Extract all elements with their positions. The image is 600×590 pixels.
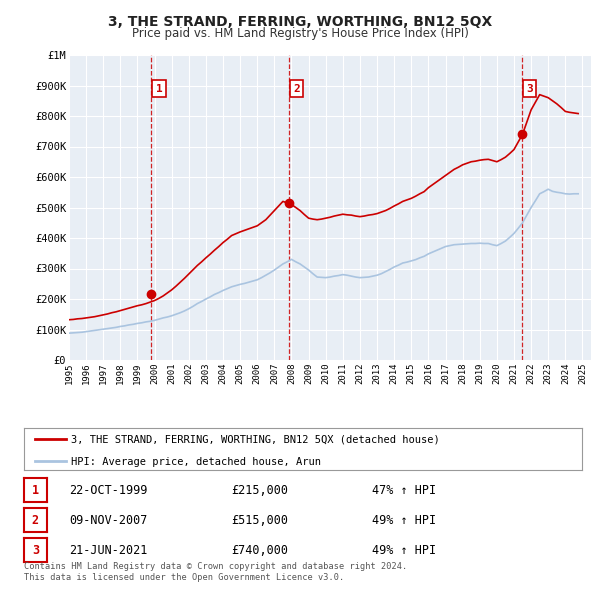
Text: 09-NOV-2007: 09-NOV-2007 — [69, 513, 148, 526]
Text: 49% ↑ HPI: 49% ↑ HPI — [372, 543, 436, 556]
Text: 2: 2 — [293, 84, 300, 94]
Text: 3, THE STRAND, FERRING, WORTHING, BN12 5QX (detached house): 3, THE STRAND, FERRING, WORTHING, BN12 5… — [71, 434, 440, 444]
Text: This data is licensed under the Open Government Licence v3.0.: This data is licensed under the Open Gov… — [24, 573, 344, 582]
Text: £215,000: £215,000 — [231, 483, 288, 497]
Text: 47% ↑ HPI: 47% ↑ HPI — [372, 483, 436, 497]
Text: 1: 1 — [32, 483, 39, 497]
Text: 49% ↑ HPI: 49% ↑ HPI — [372, 513, 436, 526]
Text: 21-JUN-2021: 21-JUN-2021 — [69, 543, 148, 556]
Text: 3: 3 — [32, 543, 39, 556]
Text: 1: 1 — [155, 84, 163, 94]
Text: £515,000: £515,000 — [231, 513, 288, 526]
Text: 3: 3 — [526, 84, 533, 94]
Text: HPI: Average price, detached house, Arun: HPI: Average price, detached house, Arun — [71, 457, 322, 467]
Text: Price paid vs. HM Land Registry's House Price Index (HPI): Price paid vs. HM Land Registry's House … — [131, 27, 469, 40]
Text: £740,000: £740,000 — [231, 543, 288, 556]
Text: 22-OCT-1999: 22-OCT-1999 — [69, 483, 148, 497]
Text: 3, THE STRAND, FERRING, WORTHING, BN12 5QX: 3, THE STRAND, FERRING, WORTHING, BN12 5… — [108, 15, 492, 29]
Text: 2: 2 — [32, 513, 39, 526]
Text: Contains HM Land Registry data © Crown copyright and database right 2024.: Contains HM Land Registry data © Crown c… — [24, 562, 407, 571]
